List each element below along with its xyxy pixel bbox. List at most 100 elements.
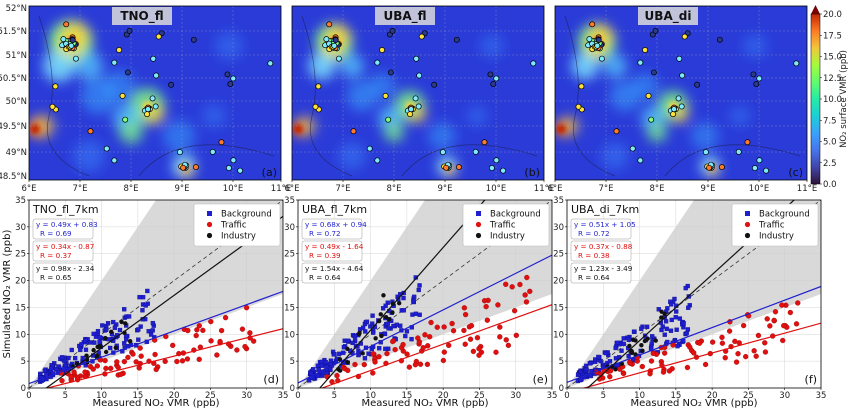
- traffic-point: [118, 371, 124, 378]
- station-marker: [500, 167, 507, 174]
- panel-letter: (c): [788, 166, 803, 179]
- traffic-point: [755, 332, 762, 339]
- legend-entry: Traffic: [758, 221, 785, 231]
- traffic-point: [352, 361, 358, 368]
- station-marker: [578, 83, 585, 90]
- emission-hotspot: [743, 34, 767, 58]
- traffic-point: [441, 324, 447, 330]
- emission-hotspot: [729, 105, 751, 127]
- station-marker: [227, 81, 234, 88]
- lon-tick-label: 11°E: [271, 184, 291, 194]
- station-marker: [350, 128, 357, 135]
- station-marker: [416, 72, 423, 79]
- x-tick-label: 5: [63, 391, 68, 401]
- y-tick-label: 25: [553, 250, 564, 260]
- x-tick-label: 30: [241, 391, 252, 401]
- x-tick-label: 10: [365, 391, 376, 401]
- background-point: [332, 352, 337, 357]
- background-point: [137, 294, 142, 300]
- traffic-point: [114, 359, 120, 365]
- traffic-point: [194, 327, 200, 333]
- station-marker: [153, 72, 160, 79]
- legend-entry: Traffic: [489, 221, 516, 231]
- x-tick-label: 15: [401, 391, 412, 401]
- station-marker: [637, 59, 644, 66]
- background-point: [386, 326, 391, 331]
- background-point: [588, 373, 594, 379]
- traffic-point: [125, 354, 131, 361]
- background-point: [391, 323, 396, 329]
- station-marker: [493, 75, 500, 82]
- traffic-point: [102, 357, 108, 364]
- one-to-one-line: [29, 200, 283, 388]
- traffic-point: [170, 342, 176, 349]
- station-marker: [706, 164, 713, 171]
- background-point: [383, 303, 388, 308]
- emission-hotspot: [466, 105, 488, 127]
- traffic-point: [497, 334, 503, 340]
- background-point: [143, 303, 148, 308]
- lon-tick-label: 9°E: [174, 184, 189, 194]
- y-tick-label: 10: [284, 330, 295, 340]
- y-tick-label: 30: [15, 223, 26, 233]
- station-marker: [670, 111, 677, 118]
- background-point: [603, 350, 609, 356]
- station-marker: [190, 36, 197, 43]
- traffic-point: [771, 317, 777, 324]
- background-point: [105, 321, 111, 326]
- traffic-point: [696, 340, 703, 346]
- station-marker: [124, 69, 131, 76]
- traffic-point: [795, 300, 801, 306]
- traffic-point: [474, 335, 481, 341]
- background-point: [401, 308, 406, 313]
- station-marker: [415, 103, 422, 110]
- traffic-point: [59, 378, 65, 384]
- fit-equation: y = 0.51x + 1.05: [574, 220, 636, 229]
- fit-equation: y = 1.23x - 3.49: [574, 264, 633, 273]
- background-point: [685, 327, 691, 332]
- background-point: [370, 321, 375, 326]
- fit-line: [567, 285, 821, 383]
- panel-letter: (d): [263, 373, 279, 386]
- background-point: [136, 337, 141, 342]
- traffic-point: [400, 341, 406, 348]
- traffic-point: [217, 338, 223, 345]
- background-point: [49, 366, 54, 371]
- industry-point: [84, 353, 89, 358]
- colorbar-tick-label: 5.0: [823, 138, 837, 148]
- station-marker: [413, 55, 420, 62]
- traffic-point: [662, 350, 668, 356]
- fit-equation: y = 0.68x + 0.94: [305, 220, 367, 229]
- background-point: [663, 319, 669, 324]
- lon-tick-label: 7°E: [335, 184, 350, 194]
- background-point: [596, 354, 601, 360]
- legend-box: [731, 203, 819, 247]
- background-point: [150, 320, 156, 326]
- industry-point: [103, 335, 108, 341]
- station-marker: [332, 37, 339, 44]
- station-marker: [209, 148, 216, 155]
- background-point: [319, 359, 324, 365]
- background-point: [416, 287, 421, 293]
- fit-line: [45, 215, 283, 388]
- background-point: [83, 347, 89, 352]
- background-point: [363, 329, 368, 334]
- industry-point: [627, 343, 632, 349]
- station-marker: [472, 148, 479, 155]
- industry-point: [383, 315, 389, 320]
- lat-tick-label: 52°N: [6, 4, 27, 14]
- traffic-point: [462, 341, 468, 347]
- traffic-point: [370, 351, 376, 357]
- background-point: [613, 345, 618, 351]
- colorbar-tick-label: 7.5: [823, 116, 837, 126]
- legend-entry: Traffic: [220, 221, 247, 231]
- traffic-point: [434, 324, 440, 330]
- emission-hotspot: [202, 104, 226, 128]
- fit-correlation: R = 0.38: [578, 251, 610, 260]
- scatter-panel: 00 5 5 10 10 15 15 20 20 25 25 30 30 35 35 Measured NO₂…: [553, 196, 826, 409]
- traffic-point: [446, 342, 452, 349]
- lat-tick-label: 49°N: [6, 148, 27, 158]
- traffic-point: [523, 299, 530, 305]
- scatter-title: UBA_di_7km: [571, 203, 639, 216]
- station-marker: [122, 116, 129, 123]
